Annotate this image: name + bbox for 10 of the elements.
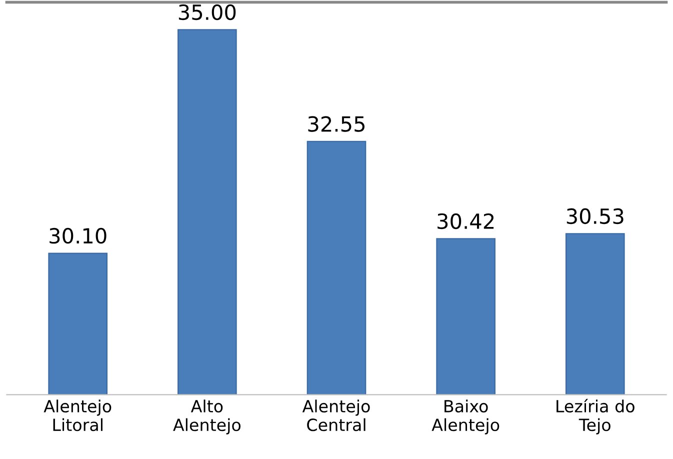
x-tick-label: Baixo Alentejo [432,400,500,434]
x-tick-label: Alentejo Central [302,400,370,432]
x-tick-label: Lezíria do Tejo [556,398,634,434]
data-label: 30.42 [438,213,494,230]
data-label: 30.53 [566,208,624,224]
x-tick-label: Alto Alentejo [173,400,240,434]
x-tick-label: Alentejo Litoral [44,400,112,432]
data-label: 32.55 [308,116,364,132]
data-label: 35.00 [178,4,236,20]
data-label: 30.10 [50,228,106,244]
